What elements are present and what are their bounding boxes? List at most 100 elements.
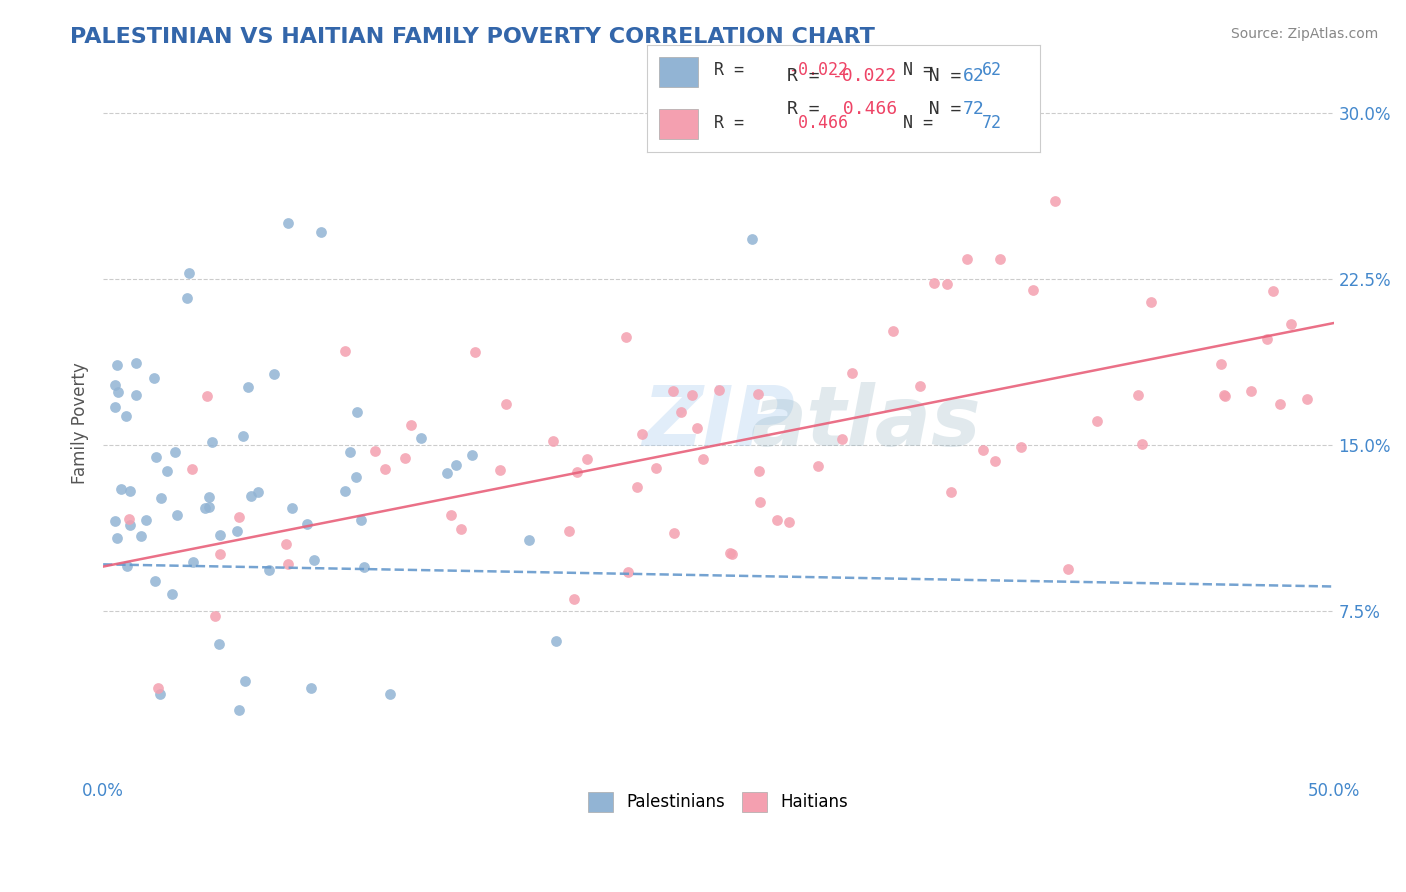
Point (935, 277, 957, 292)
Point (692, 451, 714, 466)
Point (125, 356, 148, 370)
Point (807, 458, 830, 473)
Point (374, 461, 396, 475)
Point (749, 494, 772, 508)
Point (208, 548, 231, 562)
Text: R =: R = (787, 100, 831, 118)
Point (1010, 440, 1032, 454)
Point (562, 591, 585, 606)
Point (163, 445, 186, 459)
Point (104, 377, 127, 392)
Point (662, 384, 685, 399)
Point (831, 432, 853, 446)
Y-axis label: Family Poverty: Family Poverty (72, 362, 89, 483)
Point (339, 445, 361, 459)
Point (181, 555, 204, 569)
Point (209, 528, 232, 542)
Point (411, 431, 433, 445)
Point (176, 291, 198, 305)
Point (110, 482, 132, 496)
Point (576, 452, 599, 467)
Point (299, 681, 322, 695)
Point (941, 484, 963, 499)
Point (156, 464, 179, 478)
Point (160, 587, 183, 601)
Point (671, 405, 693, 419)
Point (353, 559, 375, 574)
Point (201, 435, 224, 450)
Point (263, 367, 285, 381)
Point (346, 404, 368, 418)
Point (143, 371, 166, 385)
Point (277, 217, 299, 231)
Point (1021, 283, 1043, 297)
Point (1263, 284, 1285, 298)
Point (778, 515, 800, 529)
Text: N =: N = (907, 100, 972, 118)
Point (195, 389, 218, 403)
Point (709, 383, 731, 397)
Point (1296, 392, 1319, 407)
Text: 0.466: 0.466 (832, 100, 897, 118)
Point (956, 252, 979, 267)
Text: N =: N = (903, 114, 942, 132)
Point (1043, 194, 1066, 209)
Point (394, 451, 416, 466)
Point (247, 484, 270, 499)
Point (238, 380, 260, 394)
Point (118, 517, 141, 532)
Point (149, 688, 172, 702)
Point (232, 428, 254, 442)
Text: R =: R = (714, 62, 754, 79)
Point (105, 531, 128, 545)
Point (1130, 436, 1153, 450)
Point (364, 443, 387, 458)
Point (681, 387, 703, 401)
Point (464, 344, 486, 359)
Text: -0.022: -0.022 (832, 67, 897, 85)
Point (399, 417, 422, 432)
Point (495, 396, 517, 410)
Point (277, 558, 299, 572)
Point (645, 460, 668, 475)
Point (350, 513, 373, 527)
Point (446, 458, 468, 473)
Point (489, 463, 512, 477)
Point (198, 490, 221, 504)
FancyBboxPatch shape (658, 109, 697, 139)
Point (104, 514, 127, 528)
Point (120, 483, 142, 498)
Text: R =: R = (714, 114, 754, 132)
Point (114, 409, 136, 424)
Point (882, 324, 904, 338)
Point (228, 703, 250, 717)
Text: 72: 72 (963, 100, 984, 118)
Point (302, 553, 325, 567)
Point (233, 674, 256, 689)
Point (104, 400, 127, 414)
Point (984, 453, 1007, 467)
Point (1268, 397, 1291, 411)
Point (274, 537, 297, 551)
Point (166, 508, 188, 522)
Point (924, 277, 946, 291)
Text: -0.022: -0.022 (789, 62, 848, 79)
Point (1239, 384, 1261, 398)
Point (461, 448, 484, 462)
Text: N =: N = (903, 62, 942, 79)
Point (1213, 387, 1236, 401)
Point (145, 450, 167, 464)
Point (614, 330, 637, 344)
Point (766, 514, 789, 528)
Point (720, 546, 742, 560)
Point (988, 252, 1011, 266)
Point (1085, 414, 1108, 428)
Point (741, 232, 763, 246)
Point (450, 522, 472, 536)
Point (558, 524, 581, 539)
Point (617, 566, 640, 580)
Text: 62: 62 (981, 62, 1001, 79)
Point (143, 574, 166, 588)
Point (1126, 387, 1149, 401)
Text: 62: 62 (963, 67, 984, 85)
